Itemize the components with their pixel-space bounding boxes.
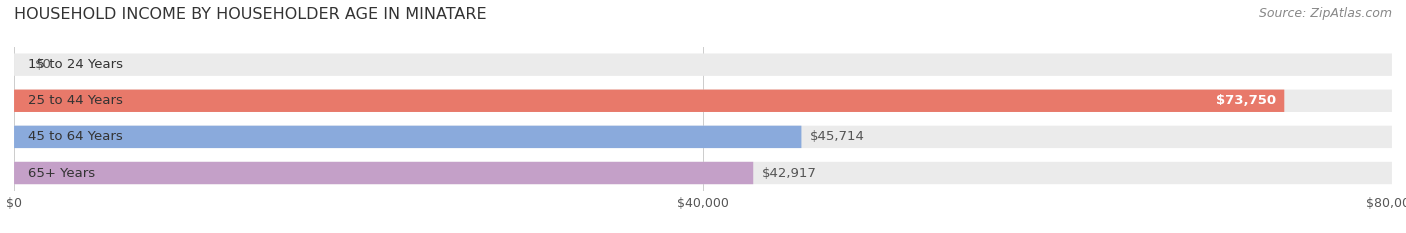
FancyBboxPatch shape <box>14 53 1392 76</box>
FancyBboxPatch shape <box>14 162 1392 184</box>
Text: $73,750: $73,750 <box>1216 94 1275 107</box>
Text: $45,714: $45,714 <box>810 130 865 143</box>
Text: $42,917: $42,917 <box>762 167 817 179</box>
FancyBboxPatch shape <box>14 126 1392 148</box>
FancyBboxPatch shape <box>14 126 801 148</box>
Text: 25 to 44 Years: 25 to 44 Years <box>28 94 122 107</box>
FancyBboxPatch shape <box>14 89 1392 112</box>
FancyBboxPatch shape <box>14 89 1284 112</box>
Text: HOUSEHOLD INCOME BY HOUSEHOLDER AGE IN MINATARE: HOUSEHOLD INCOME BY HOUSEHOLDER AGE IN M… <box>14 7 486 22</box>
Text: Source: ZipAtlas.com: Source: ZipAtlas.com <box>1258 7 1392 20</box>
Text: 65+ Years: 65+ Years <box>28 167 96 179</box>
FancyBboxPatch shape <box>14 162 754 184</box>
Text: 45 to 64 Years: 45 to 64 Years <box>28 130 122 143</box>
Text: 15 to 24 Years: 15 to 24 Years <box>28 58 122 71</box>
Text: $0: $0 <box>35 58 52 71</box>
